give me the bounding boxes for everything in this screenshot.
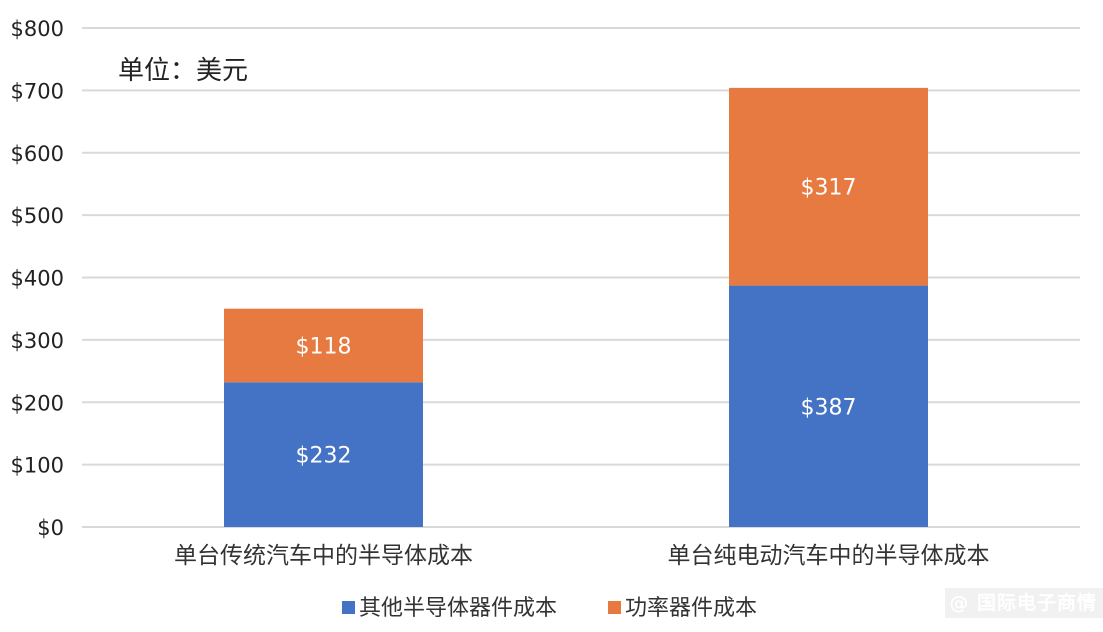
x-tick-label: 单台传统汽车中的半导体成本 — [174, 543, 473, 569]
unit-note: 单位：美元 — [118, 56, 248, 86]
y-tick-label: $0 — [37, 516, 64, 540]
y-tick-label: $800 — [11, 17, 64, 41]
y-tick-label: $100 — [11, 454, 64, 478]
data-labels: $232 $118 $387 $317 — [296, 176, 857, 469]
x-axis-tick-labels: 单台传统汽车中的半导体成本 单台纯电动汽车中的半导体成本 — [174, 543, 990, 569]
data-label: $317 — [801, 176, 857, 201]
y-tick-label: $400 — [11, 267, 64, 291]
bar-segment — [729, 87, 928, 286]
data-label: $118 — [296, 334, 352, 359]
y-tick-label: $600 — [11, 142, 64, 166]
bar-segment — [224, 382, 423, 527]
bar-segment — [224, 308, 423, 383]
bars — [224, 87, 928, 527]
legend-swatch — [342, 601, 355, 614]
x-tick-label: 单台纯电动汽车中的半导体成本 — [668, 543, 990, 569]
legend-label: 其他半导体器件成本 — [359, 596, 557, 621]
y-tick-label: $500 — [11, 204, 64, 228]
data-label: $387 — [801, 395, 857, 420]
watermark-logo: @ 国际电子商情 — [945, 588, 1103, 618]
bar-segment — [729, 285, 928, 527]
legend-label: 功率器件成本 — [625, 596, 757, 621]
legend: 其他半导体器件成本 功率器件成本 — [342, 596, 757, 621]
y-tick-label: $700 — [11, 79, 64, 103]
y-tick-label: $300 — [11, 329, 64, 353]
y-tick-label: $200 — [11, 391, 64, 415]
legend-swatch — [608, 601, 621, 614]
y-axis-tick-labels: $0 $100 $200 $300 $400 $500 $600 $700 $800 — [11, 17, 64, 540]
data-label: $232 — [296, 444, 352, 469]
